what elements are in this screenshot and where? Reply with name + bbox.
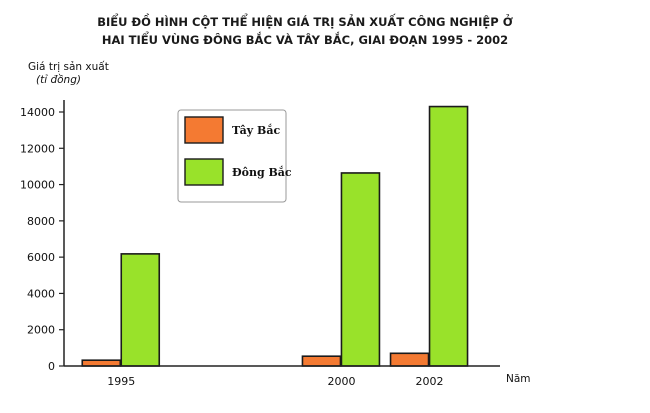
bar-tay-bac-1995: [81, 359, 122, 367]
y-axis-unit: (tỉ đồng): [36, 74, 81, 86]
x-tick-label: 2002: [416, 375, 444, 388]
x-tick-label: 2000: [327, 375, 355, 388]
bar-dong-bac-2000: [340, 172, 381, 367]
y-tick-label: 4000: [27, 287, 55, 300]
legend-label: Đông Bắc: [232, 165, 292, 179]
y-tick-label: 14000: [20, 106, 55, 119]
y-axis-label: Giá trị sản xuất: [28, 61, 109, 73]
x-axis-label: Năm: [506, 373, 531, 385]
bar-tay-bac-2000: [301, 355, 342, 367]
chart-title-line-1: BIỂU ĐỒ HÌNH CỘT THỂ HIỆN GIÁ TRỊ SẢN XU…: [97, 15, 513, 29]
x-tick-label: 1995: [107, 375, 135, 388]
y-tick-label: 6000: [27, 251, 55, 264]
bar-dong-bac-2002: [428, 105, 469, 367]
y-tick-label: 8000: [27, 215, 55, 228]
y-tick-label: 12000: [20, 142, 55, 155]
y-tick-label: 2000: [27, 324, 55, 337]
bar-tay-bac-2002: [389, 352, 430, 367]
legend-swatch: [184, 158, 224, 186]
chart-title-line-2: HAI TIỂU VÙNG ĐÔNG BẮC VÀ TÂY BẮC, GIAI …: [101, 33, 509, 47]
y-tick-label: 10000: [20, 179, 55, 192]
legend-label: Tây Bắc: [232, 123, 280, 137]
y-tick-label: 0: [48, 360, 55, 373]
legend-swatch: [184, 116, 224, 144]
bar-dong-bac-1995: [120, 253, 161, 367]
